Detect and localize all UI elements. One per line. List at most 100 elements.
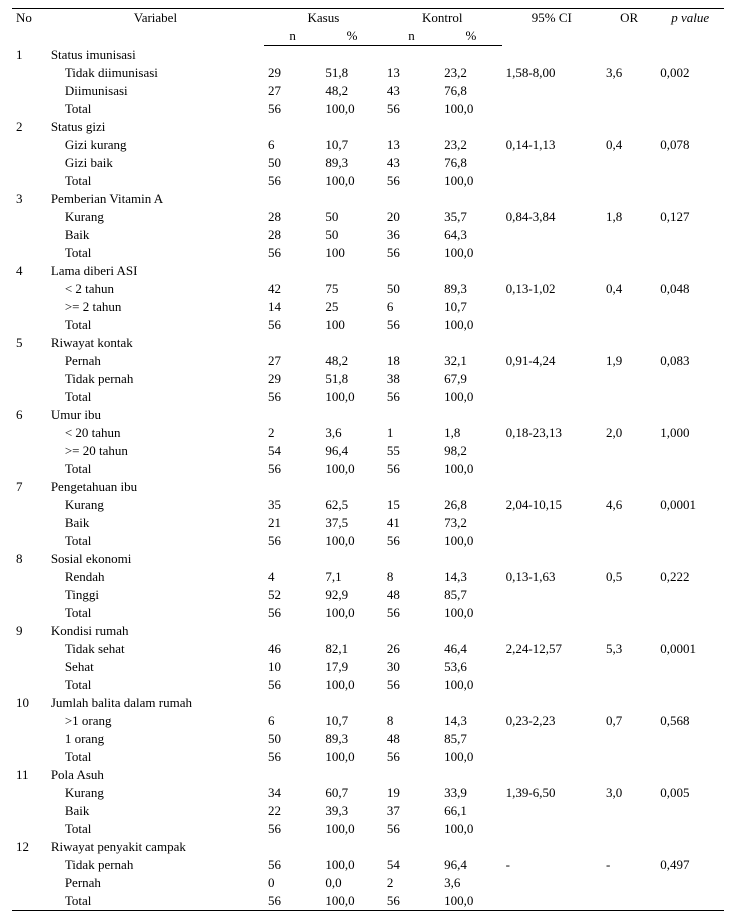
kontrol-n: 56 — [383, 604, 440, 622]
kontrol-pct: 1,8 — [440, 424, 501, 442]
row-sublabel: Gizi baik — [47, 154, 264, 172]
group-header-row: 2Status gizi — [12, 118, 724, 136]
or-value — [602, 82, 656, 100]
pvalue: 0,002 — [656, 64, 724, 82]
or-value — [602, 820, 656, 838]
or-value — [602, 172, 656, 190]
kasus-n: 56 — [264, 676, 321, 694]
header-variabel: Variabel — [47, 9, 264, 46]
data-row: >= 2 tahun1425610,7 — [12, 298, 724, 316]
pvalue: 0,078 — [656, 136, 724, 154]
row-sublabel: >= 20 tahun — [47, 442, 264, 460]
row-label: Kondisi rumah — [47, 622, 264, 640]
kasus-n: 56 — [264, 892, 321, 911]
data-row: Tidak diimunisasi2951,81323,21,58-8,003,… — [12, 64, 724, 82]
kasus-pct: 89,3 — [321, 730, 382, 748]
kontrol-n: 13 — [383, 64, 440, 82]
pvalue — [656, 658, 724, 676]
row-sublabel: Total — [47, 532, 264, 550]
pvalue — [656, 730, 724, 748]
kasus-n: 35 — [264, 496, 321, 514]
data-row: Baik2239,33766,1 — [12, 802, 724, 820]
or-value — [602, 532, 656, 550]
kasus-pct: 100,0 — [321, 856, 382, 874]
pvalue — [656, 802, 724, 820]
row-sublabel: Baik — [47, 514, 264, 532]
kontrol-n: 56 — [383, 748, 440, 766]
kasus-pct: 17,9 — [321, 658, 382, 676]
ci-value — [502, 82, 602, 100]
kontrol-pct: 66,1 — [440, 802, 501, 820]
kasus-pct: 25 — [321, 298, 382, 316]
row-sublabel: >1 orang — [47, 712, 264, 730]
group-header-row: 7Pengetahuan ibu — [12, 478, 724, 496]
kontrol-pct: 73,2 — [440, 514, 501, 532]
kasus-n: 29 — [264, 64, 321, 82]
pvalue — [656, 442, 724, 460]
row-sublabel: Baik — [47, 226, 264, 244]
kasus-pct: 100,0 — [321, 172, 382, 190]
ci-value — [502, 892, 602, 911]
header-kasus: Kasus — [264, 9, 383, 28]
pvalue — [656, 82, 724, 100]
or-value: 0,4 — [602, 136, 656, 154]
pvalue: 0,568 — [656, 712, 724, 730]
data-row: Total56100,056100,0 — [12, 532, 724, 550]
kontrol-pct: 100,0 — [440, 100, 501, 118]
or-value: 5,3 — [602, 640, 656, 658]
kasus-n: 52 — [264, 586, 321, 604]
kontrol-pct: 23,2 — [440, 64, 501, 82]
row-no: 12 — [12, 838, 47, 856]
or-value — [602, 388, 656, 406]
kasus-pct: 48,2 — [321, 82, 382, 100]
data-row: Total56100,056100,0 — [12, 100, 724, 118]
or-value — [602, 730, 656, 748]
row-sublabel: Baik — [47, 802, 264, 820]
kontrol-pct: 85,7 — [440, 586, 501, 604]
kasus-pct: 82,1 — [321, 640, 382, 658]
or-value — [602, 154, 656, 172]
kasus-n: 28 — [264, 208, 321, 226]
ci-value — [502, 748, 602, 766]
kontrol-n: 38 — [383, 370, 440, 388]
kasus-pct: 50 — [321, 226, 382, 244]
or-value — [602, 514, 656, 532]
kontrol-n: 56 — [383, 532, 440, 550]
kasus-n: 56 — [264, 856, 321, 874]
row-sublabel: < 20 tahun — [47, 424, 264, 442]
kontrol-pct: 100,0 — [440, 532, 501, 550]
or-value — [602, 226, 656, 244]
kasus-pct: 100,0 — [321, 820, 382, 838]
group-header-row: 5Riwayat kontak — [12, 334, 724, 352]
row-sublabel: Tidak sehat — [47, 640, 264, 658]
data-row: Sehat1017,93053,6 — [12, 658, 724, 676]
kasus-pct: 10,7 — [321, 136, 382, 154]
row-sublabel: Total — [47, 244, 264, 262]
data-row: Baik28503664,3 — [12, 226, 724, 244]
data-row: Total56100,056100,0 — [12, 604, 724, 622]
data-row: Total56100,056100,0 — [12, 892, 724, 911]
or-value — [602, 748, 656, 766]
kasus-pct: 100,0 — [321, 748, 382, 766]
row-sublabel: 1 orang — [47, 730, 264, 748]
pvalue — [656, 874, 724, 892]
kontrol-pct: 64,3 — [440, 226, 501, 244]
pvalue: 0,127 — [656, 208, 724, 226]
kontrol-pct: 100,0 — [440, 388, 501, 406]
kasus-n: 56 — [264, 820, 321, 838]
pvalue — [656, 820, 724, 838]
ci-value — [502, 730, 602, 748]
kontrol-n: 41 — [383, 514, 440, 532]
data-row: Kurang3460,71933,91,39-6,503,00,005 — [12, 784, 724, 802]
kontrol-n: 56 — [383, 820, 440, 838]
group-header-row: 4Lama diberi ASI — [12, 262, 724, 280]
or-value — [602, 586, 656, 604]
kasus-n: 56 — [264, 100, 321, 118]
pvalue — [656, 532, 724, 550]
kontrol-pct: 96,4 — [440, 856, 501, 874]
row-sublabel: Total — [47, 820, 264, 838]
kasus-n: 10 — [264, 658, 321, 676]
or-value — [602, 802, 656, 820]
data-row: Total5610056100,0 — [12, 316, 724, 334]
kasus-n: 27 — [264, 352, 321, 370]
